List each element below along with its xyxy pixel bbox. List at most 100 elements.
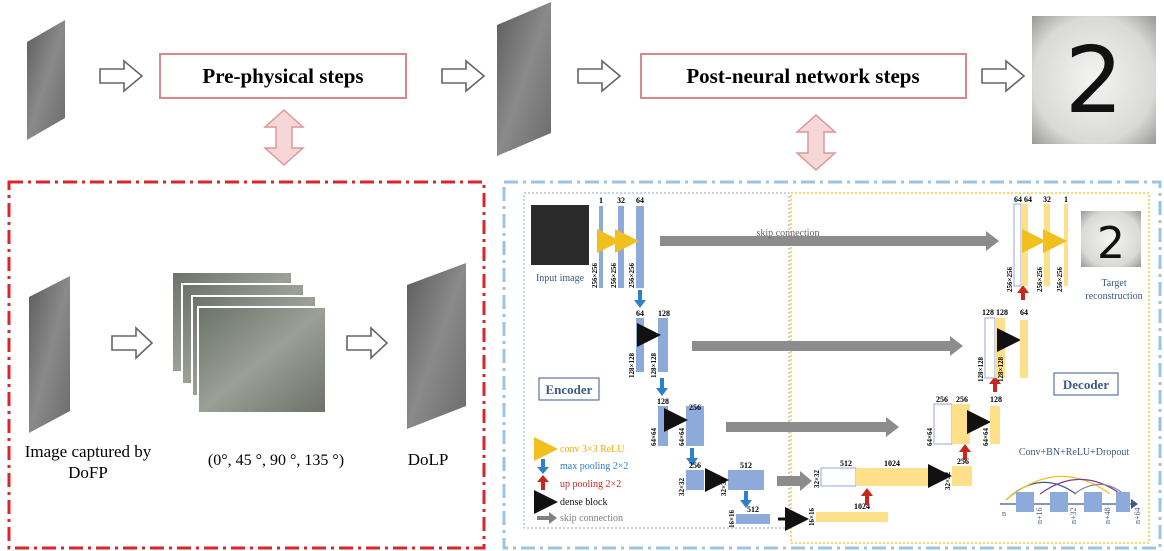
- legend-skip-label: skip connection: [560, 513, 623, 524]
- caption-dolp: DoLP: [408, 450, 449, 469]
- enc2-maxpool-arrow: [656, 378, 668, 396]
- dense-unit-3: [1084, 492, 1102, 512]
- dec1-size-c: 256×256: [1056, 267, 1064, 292]
- bott-skip-bar: [820, 467, 857, 487]
- dec1-ch-b: 64: [1024, 195, 1032, 204]
- decoder-label: Decoder: [1063, 377, 1109, 392]
- dec2-skip-bar: [984, 317, 996, 379]
- enc1-bar-c: [636, 206, 644, 288]
- legend-maxpool-label: max pooling 2×2: [560, 461, 628, 472]
- legend-conv-label: conv 3×3 ReLU: [560, 444, 625, 455]
- dec4-uppool-arrow: [959, 444, 971, 460]
- dense-skip-arc-2: [1005, 475, 1111, 501]
- dense-n3: n+48: [1103, 507, 1112, 524]
- target-image: [1081, 211, 1141, 267]
- enc3-ch-b: 256: [689, 403, 701, 412]
- enc1-ch-c: 64: [636, 196, 644, 205]
- pre-steps-label: Pre-physical steps: [202, 64, 363, 88]
- dec1-size-a: 256×256: [1006, 267, 1014, 292]
- legend-uppool-label: up pooling 2×2: [560, 479, 621, 490]
- hollow-arrow-3: [577, 59, 622, 93]
- skip-arrow-4: [777, 471, 812, 491]
- enc3-size-a: 64×64: [650, 428, 658, 446]
- skip-arrow-1: [660, 231, 999, 251]
- enc5-bar-a: [736, 514, 770, 524]
- enc2-size-a: 128×128: [628, 353, 636, 378]
- dec2-size-a: 128×128: [977, 357, 985, 382]
- input-image: [531, 205, 589, 265]
- dec1-ch-a: 64: [1014, 195, 1022, 204]
- enc5-size-a: 16×16: [728, 510, 736, 528]
- enc2-size-b: 128×128: [650, 353, 658, 378]
- enc1-ch-b: 32: [617, 196, 625, 205]
- enc1-bar-b: [618, 206, 624, 288]
- hollow-arrow-2: [441, 59, 486, 93]
- enc4-ch-a: 256: [689, 461, 701, 470]
- dense-n1: n+16: [1035, 507, 1044, 524]
- dec3-bar-a: [952, 404, 970, 444]
- dec3-ch-a: 256: [936, 395, 948, 404]
- result-image: [1032, 16, 1156, 144]
- result-digit: 2: [1065, 27, 1124, 134]
- legend-uppool-swatch: [537, 475, 549, 490]
- double-arrow-right: [795, 113, 837, 172]
- bott-bar-bottom: [816, 512, 888, 522]
- bott-ch-b: 1024: [884, 459, 900, 468]
- encoder-label-box: [538, 377, 600, 401]
- dec3-ch-c: 128: [990, 395, 1002, 404]
- dec2-ch-a: 128: [982, 308, 994, 317]
- enc1-maxpool-arrow: [634, 290, 646, 308]
- enc3-ch-a: 128: [657, 397, 669, 406]
- enc2-bar-a: [636, 318, 644, 372]
- enc3-bar-a: [658, 406, 668, 446]
- target-label-line1: Target: [1101, 278, 1126, 289]
- skip-arrow-2: [692, 336, 963, 356]
- dec1-ch-c: 32: [1043, 195, 1051, 204]
- legend-skip-head: [549, 512, 557, 524]
- legend-dense-label: dense block: [560, 497, 608, 508]
- enc4-size-a: 32×32: [678, 478, 686, 496]
- encoder-region: [523, 192, 790, 529]
- hollow-arrow-1: [99, 59, 144, 93]
- dolp-plate-top: [497, 2, 551, 156]
- input-image-label: Input image: [536, 273, 585, 284]
- top-flow: Pre-physical steps Post-neural network s…: [27, 2, 1156, 172]
- skip-label: skip connection: [756, 228, 819, 239]
- caption-dofp-line2: DoFP: [68, 463, 108, 482]
- dec3-ch-b: 256: [956, 395, 968, 404]
- enc3-bar-b: [686, 406, 704, 446]
- dolp-plate: [407, 263, 466, 429]
- pre-steps-box: [159, 53, 407, 99]
- physical-panel-border: [7, 180, 486, 550]
- bott-size-b: 16×16: [808, 508, 816, 526]
- bott-ch-c: 1024: [854, 502, 870, 511]
- dec3-size-a: 64×64: [926, 428, 934, 446]
- dec1-skip-bar: [1013, 203, 1022, 287]
- dense-unit-2: [1050, 492, 1068, 512]
- bott-ch-a: 512: [840, 459, 852, 468]
- dec3-size-b: 64×64: [982, 428, 990, 446]
- dec1-bar-a: [1021, 204, 1028, 286]
- enc4-bar-b: [728, 470, 764, 490]
- post-steps-label: Post-neural network steps: [686, 64, 919, 88]
- legend-maxpool-swatch: [537, 459, 549, 474]
- network-panel-border: [502, 180, 1162, 550]
- dense-unit-1: [1016, 492, 1034, 512]
- enc4-maxpool-arrow: [740, 491, 752, 508]
- enc4-ch-b: 512: [740, 461, 752, 470]
- dec3-uppool-arrow: [989, 376, 1001, 392]
- enc3-maxpool-arrow: [686, 448, 698, 466]
- pol-frame-4: [197, 306, 327, 414]
- dec2-uppool-arrow: [1017, 285, 1029, 300]
- dense-block-title: Conv+BN+ReLU+Dropout: [1019, 447, 1129, 458]
- legend: conv 3×3 ReLU max pooling 2×2 up pooling…: [534, 437, 628, 524]
- enc3-size-b: 64×64: [678, 428, 686, 446]
- decoder-label-box: [1053, 372, 1119, 396]
- dec2-ch-b: 128: [996, 308, 1008, 317]
- target-label-line2: reconstruction: [1085, 291, 1142, 302]
- dec4-ch-a: 256: [957, 457, 969, 466]
- enc1-size-c: 256×256: [628, 263, 636, 288]
- decoder-region: [790, 192, 1150, 544]
- post-steps-box: [640, 53, 967, 99]
- dofp-plate-top: [27, 20, 65, 140]
